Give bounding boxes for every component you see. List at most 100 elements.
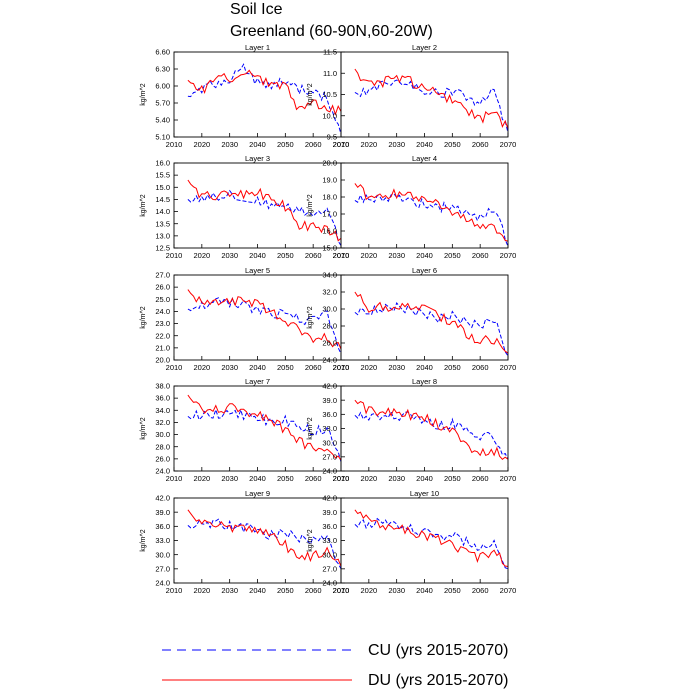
x-tick-label: 2020 xyxy=(193,474,210,483)
x-tick-label: 2060 xyxy=(305,586,322,595)
y-tick-label: 30.0 xyxy=(322,305,337,314)
y-tick-label: 16.0 xyxy=(322,227,337,236)
y-tick-label: 5.10 xyxy=(155,133,170,142)
x-tick-label: 2030 xyxy=(388,474,405,483)
x-tick-label: 2020 xyxy=(360,140,377,149)
x-tick-label: 2060 xyxy=(305,251,322,260)
x-tick-label: 2070 xyxy=(333,251,350,260)
x-tick-label: 2040 xyxy=(249,363,266,372)
series-line-cu xyxy=(187,189,342,246)
series-line-cu xyxy=(187,63,342,135)
x-tick-label: 2030 xyxy=(388,140,405,149)
x-tick-label: 2070 xyxy=(333,140,350,149)
y-tick-label: 36.0 xyxy=(322,410,337,419)
y-tick-label: 32.0 xyxy=(322,288,337,297)
y-tick-label: 34.0 xyxy=(155,406,170,415)
panel-title: Layer 7 xyxy=(245,377,270,386)
x-tick-label: 2050 xyxy=(277,251,294,260)
x-tick-label: 2030 xyxy=(388,251,405,260)
plot-frame xyxy=(340,274,509,361)
x-tick-label: 2030 xyxy=(221,251,238,260)
x-tick-label: 2060 xyxy=(472,140,489,149)
plot-frame xyxy=(173,274,342,361)
y-tick-label: 24.0 xyxy=(155,579,170,588)
series-line-du xyxy=(354,183,509,242)
x-tick-label: 2010 xyxy=(333,586,350,595)
y-tick-label: 42.0 xyxy=(322,494,337,503)
x-tick-label: 2040 xyxy=(249,586,266,595)
x-tick-label: 2020 xyxy=(193,140,210,149)
x-tick-label: 2040 xyxy=(416,474,433,483)
y-tick-label: 33.0 xyxy=(322,424,337,433)
y-tick-label: 39.0 xyxy=(322,508,337,517)
series-line-du xyxy=(187,179,342,242)
y-tick-label: 20.0 xyxy=(155,356,170,365)
x-tick-label: 2060 xyxy=(305,474,322,483)
x-tick-label: 2060 xyxy=(472,586,489,595)
panel-title: Layer 1 xyxy=(245,43,270,52)
y-tick-label: 24.0 xyxy=(155,467,170,476)
figure-title-line1: Soil Ice xyxy=(230,1,283,18)
x-tick-label: 2050 xyxy=(277,363,294,372)
x-tick-label: 2010 xyxy=(166,251,183,260)
plot-frame xyxy=(340,385,509,472)
y-axis-label: kg/m^2 xyxy=(140,529,147,551)
series-line-cu xyxy=(354,302,509,357)
x-tick-label: 2040 xyxy=(249,251,266,260)
y-tick-label: 24.0 xyxy=(155,307,170,316)
x-tick-label: 2010 xyxy=(166,586,183,595)
x-tick-label: 2070 xyxy=(500,251,517,260)
panel-title: Layer 10 xyxy=(410,489,439,498)
x-tick-label: 2050 xyxy=(277,586,294,595)
y-tick-label: 20.0 xyxy=(322,159,337,168)
plot-frame xyxy=(340,51,509,138)
y-tick-label: 21.0 xyxy=(155,343,170,352)
x-tick-label: 2040 xyxy=(416,586,433,595)
x-tick-label: 2060 xyxy=(305,363,322,372)
series-line-cu xyxy=(187,518,342,570)
plot-frame xyxy=(173,497,342,584)
y-tick-label: 26.0 xyxy=(155,454,170,463)
y-tick-label: 42.0 xyxy=(322,382,337,391)
x-tick-label: 2020 xyxy=(360,363,377,372)
x-tick-label: 2010 xyxy=(166,363,183,372)
x-tick-label: 2030 xyxy=(388,586,405,595)
x-tick-label: 2070 xyxy=(500,140,517,149)
x-tick-label: 2070 xyxy=(500,474,517,483)
y-tick-label: 36.0 xyxy=(322,522,337,531)
panel-layer-5: Layer 527.026.025.024.023.022.021.020.02… xyxy=(140,266,349,372)
y-tick-label: 15.5 xyxy=(155,171,170,180)
x-tick-label: 2050 xyxy=(444,363,461,372)
y-tick-label: 32.0 xyxy=(155,418,170,427)
y-tick-label: 6.00 xyxy=(155,82,170,91)
x-tick-label: 2070 xyxy=(333,363,350,372)
series-line-cu xyxy=(354,410,509,460)
y-tick-label: 28.0 xyxy=(322,322,337,331)
plot-frame xyxy=(173,51,342,138)
y-tick-label: 10.0 xyxy=(322,111,337,120)
series-line-cu xyxy=(187,408,342,463)
y-tick-label: 16.0 xyxy=(155,159,170,168)
y-tick-label: 12.5 xyxy=(155,244,170,253)
y-tick-label: 19.0 xyxy=(322,176,337,185)
panel-title: Layer 6 xyxy=(412,266,437,275)
series-line-du xyxy=(187,289,342,350)
y-tick-label: 6.60 xyxy=(155,48,170,57)
y-tick-label: 24.0 xyxy=(322,467,337,476)
y-tick-label: 28.0 xyxy=(155,442,170,451)
legend-label-du: DU (yrs 2015-2070) xyxy=(368,672,509,689)
x-tick-label: 2040 xyxy=(249,140,266,149)
y-tick-label: 13.0 xyxy=(155,231,170,240)
x-tick-label: 2070 xyxy=(500,363,517,372)
y-tick-label: 23.0 xyxy=(155,319,170,328)
y-tick-label: 33.0 xyxy=(322,536,337,545)
legend-label-cu: CU (yrs 2015-2070) xyxy=(368,642,509,659)
series-line-du xyxy=(354,291,509,354)
panel-title: Layer 5 xyxy=(245,266,270,275)
y-tick-label: 36.0 xyxy=(155,522,170,531)
